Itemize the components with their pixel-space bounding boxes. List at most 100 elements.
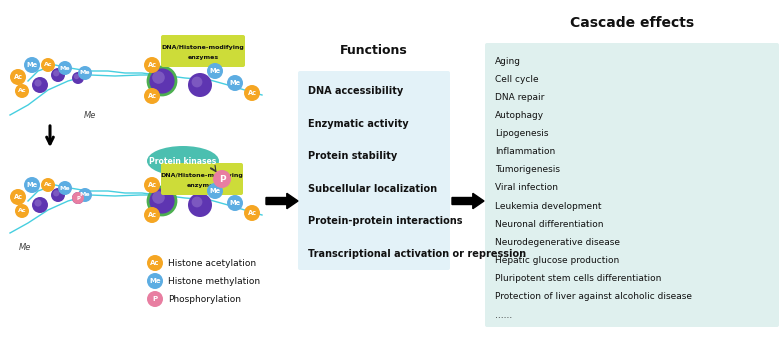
Text: Me: Me — [80, 71, 90, 75]
Circle shape — [152, 71, 165, 84]
Text: Neuronal differentiation: Neuronal differentiation — [495, 220, 604, 229]
Circle shape — [51, 188, 65, 202]
Text: Ac: Ac — [18, 209, 27, 213]
Circle shape — [188, 73, 212, 97]
Circle shape — [147, 255, 163, 271]
Text: Ac: Ac — [18, 88, 27, 94]
Text: Me: Me — [80, 192, 90, 198]
Text: Cascade effects: Cascade effects — [570, 16, 694, 30]
Text: Ac: Ac — [44, 182, 53, 188]
Text: DNA/Histone-modifying: DNA/Histone-modifying — [161, 174, 243, 178]
Circle shape — [207, 63, 223, 79]
Text: Viral infection: Viral infection — [495, 184, 558, 192]
Circle shape — [53, 70, 60, 76]
Text: Ac: Ac — [44, 62, 53, 68]
Text: Phosphorylation: Phosphorylation — [168, 295, 241, 304]
Circle shape — [148, 187, 176, 215]
Circle shape — [10, 69, 26, 85]
Circle shape — [147, 273, 163, 289]
Text: Ac: Ac — [248, 210, 256, 216]
Text: Ac: Ac — [147, 93, 157, 99]
Text: Leukemia development: Leukemia development — [495, 202, 601, 211]
Circle shape — [78, 188, 92, 202]
Circle shape — [58, 61, 72, 75]
FancyBboxPatch shape — [161, 35, 245, 67]
Circle shape — [24, 177, 40, 193]
Text: Cell cycle: Cell cycle — [495, 75, 539, 84]
Circle shape — [34, 199, 42, 206]
Circle shape — [72, 192, 84, 204]
Text: Me: Me — [27, 182, 38, 188]
Circle shape — [41, 58, 55, 72]
Text: Histone methylation: Histone methylation — [168, 276, 260, 285]
Circle shape — [32, 77, 48, 93]
Text: Hepatic glucose production: Hepatic glucose production — [495, 256, 619, 265]
Ellipse shape — [147, 146, 219, 176]
Text: Me: Me — [230, 80, 241, 86]
Text: DNA/Histone-modifying: DNA/Histone-modifying — [162, 46, 245, 50]
Text: Tumorigenesis: Tumorigenesis — [495, 165, 560, 174]
Text: Histone acetylation: Histone acetylation — [168, 259, 256, 268]
Text: P: P — [219, 175, 225, 184]
Circle shape — [72, 72, 84, 84]
Circle shape — [144, 57, 160, 73]
Text: P: P — [152, 296, 158, 302]
Circle shape — [74, 74, 79, 79]
Text: Protein stability: Protein stability — [308, 151, 397, 161]
Text: Subcellular localization: Subcellular localization — [308, 184, 437, 194]
Text: Enzymatic activity: Enzymatic activity — [308, 119, 408, 129]
Text: Ac: Ac — [248, 90, 256, 96]
Circle shape — [32, 197, 48, 213]
Circle shape — [244, 205, 260, 221]
Circle shape — [34, 79, 42, 86]
Text: enzymes: enzymes — [187, 55, 219, 59]
FancyArrow shape — [266, 193, 298, 209]
Circle shape — [24, 57, 40, 73]
Circle shape — [10, 189, 26, 205]
Circle shape — [78, 66, 92, 80]
Circle shape — [53, 190, 60, 197]
Circle shape — [15, 84, 29, 98]
Text: Protection of liver against alcoholic disease: Protection of liver against alcoholic di… — [495, 292, 692, 301]
Text: Ac: Ac — [147, 182, 157, 188]
Text: Pluripotent stem cells differentiation: Pluripotent stem cells differentiation — [495, 274, 662, 283]
Text: Autophagy: Autophagy — [495, 111, 544, 120]
FancyBboxPatch shape — [298, 71, 450, 270]
Circle shape — [227, 75, 243, 91]
Text: Me: Me — [27, 62, 38, 68]
Text: Me: Me — [149, 278, 161, 284]
Circle shape — [213, 170, 231, 188]
Text: Me: Me — [19, 244, 31, 252]
Circle shape — [74, 194, 79, 199]
FancyBboxPatch shape — [161, 163, 243, 195]
Text: DNA repair: DNA repair — [495, 93, 544, 102]
Text: enzymes: enzymes — [187, 182, 218, 188]
Circle shape — [144, 207, 160, 223]
Circle shape — [144, 177, 160, 193]
Text: Ac: Ac — [13, 74, 23, 80]
Text: Neurodegenerative disease: Neurodegenerative disease — [495, 238, 620, 247]
Text: Lipogenesis: Lipogenesis — [495, 129, 549, 138]
Text: Me: Me — [84, 110, 96, 119]
Text: Transcriptional activation or repression: Transcriptional activation or repression — [308, 249, 526, 259]
Text: P: P — [76, 196, 80, 201]
Text: Me: Me — [230, 200, 241, 206]
Text: Me: Me — [209, 68, 220, 74]
Circle shape — [58, 181, 72, 195]
Circle shape — [51, 68, 65, 82]
Text: Ac: Ac — [151, 260, 160, 266]
Circle shape — [144, 88, 160, 104]
FancyBboxPatch shape — [485, 43, 779, 327]
FancyArrow shape — [452, 193, 484, 209]
Text: Functions: Functions — [340, 45, 408, 58]
Circle shape — [72, 192, 84, 204]
Circle shape — [148, 67, 176, 95]
Circle shape — [191, 197, 202, 208]
Text: Protein-protein interactions: Protein-protein interactions — [308, 216, 463, 226]
Circle shape — [152, 191, 165, 204]
Text: Ac: Ac — [13, 194, 23, 200]
Circle shape — [244, 85, 260, 101]
Text: ......: ...... — [495, 310, 512, 319]
Circle shape — [41, 178, 55, 192]
Text: Me: Me — [60, 186, 71, 190]
